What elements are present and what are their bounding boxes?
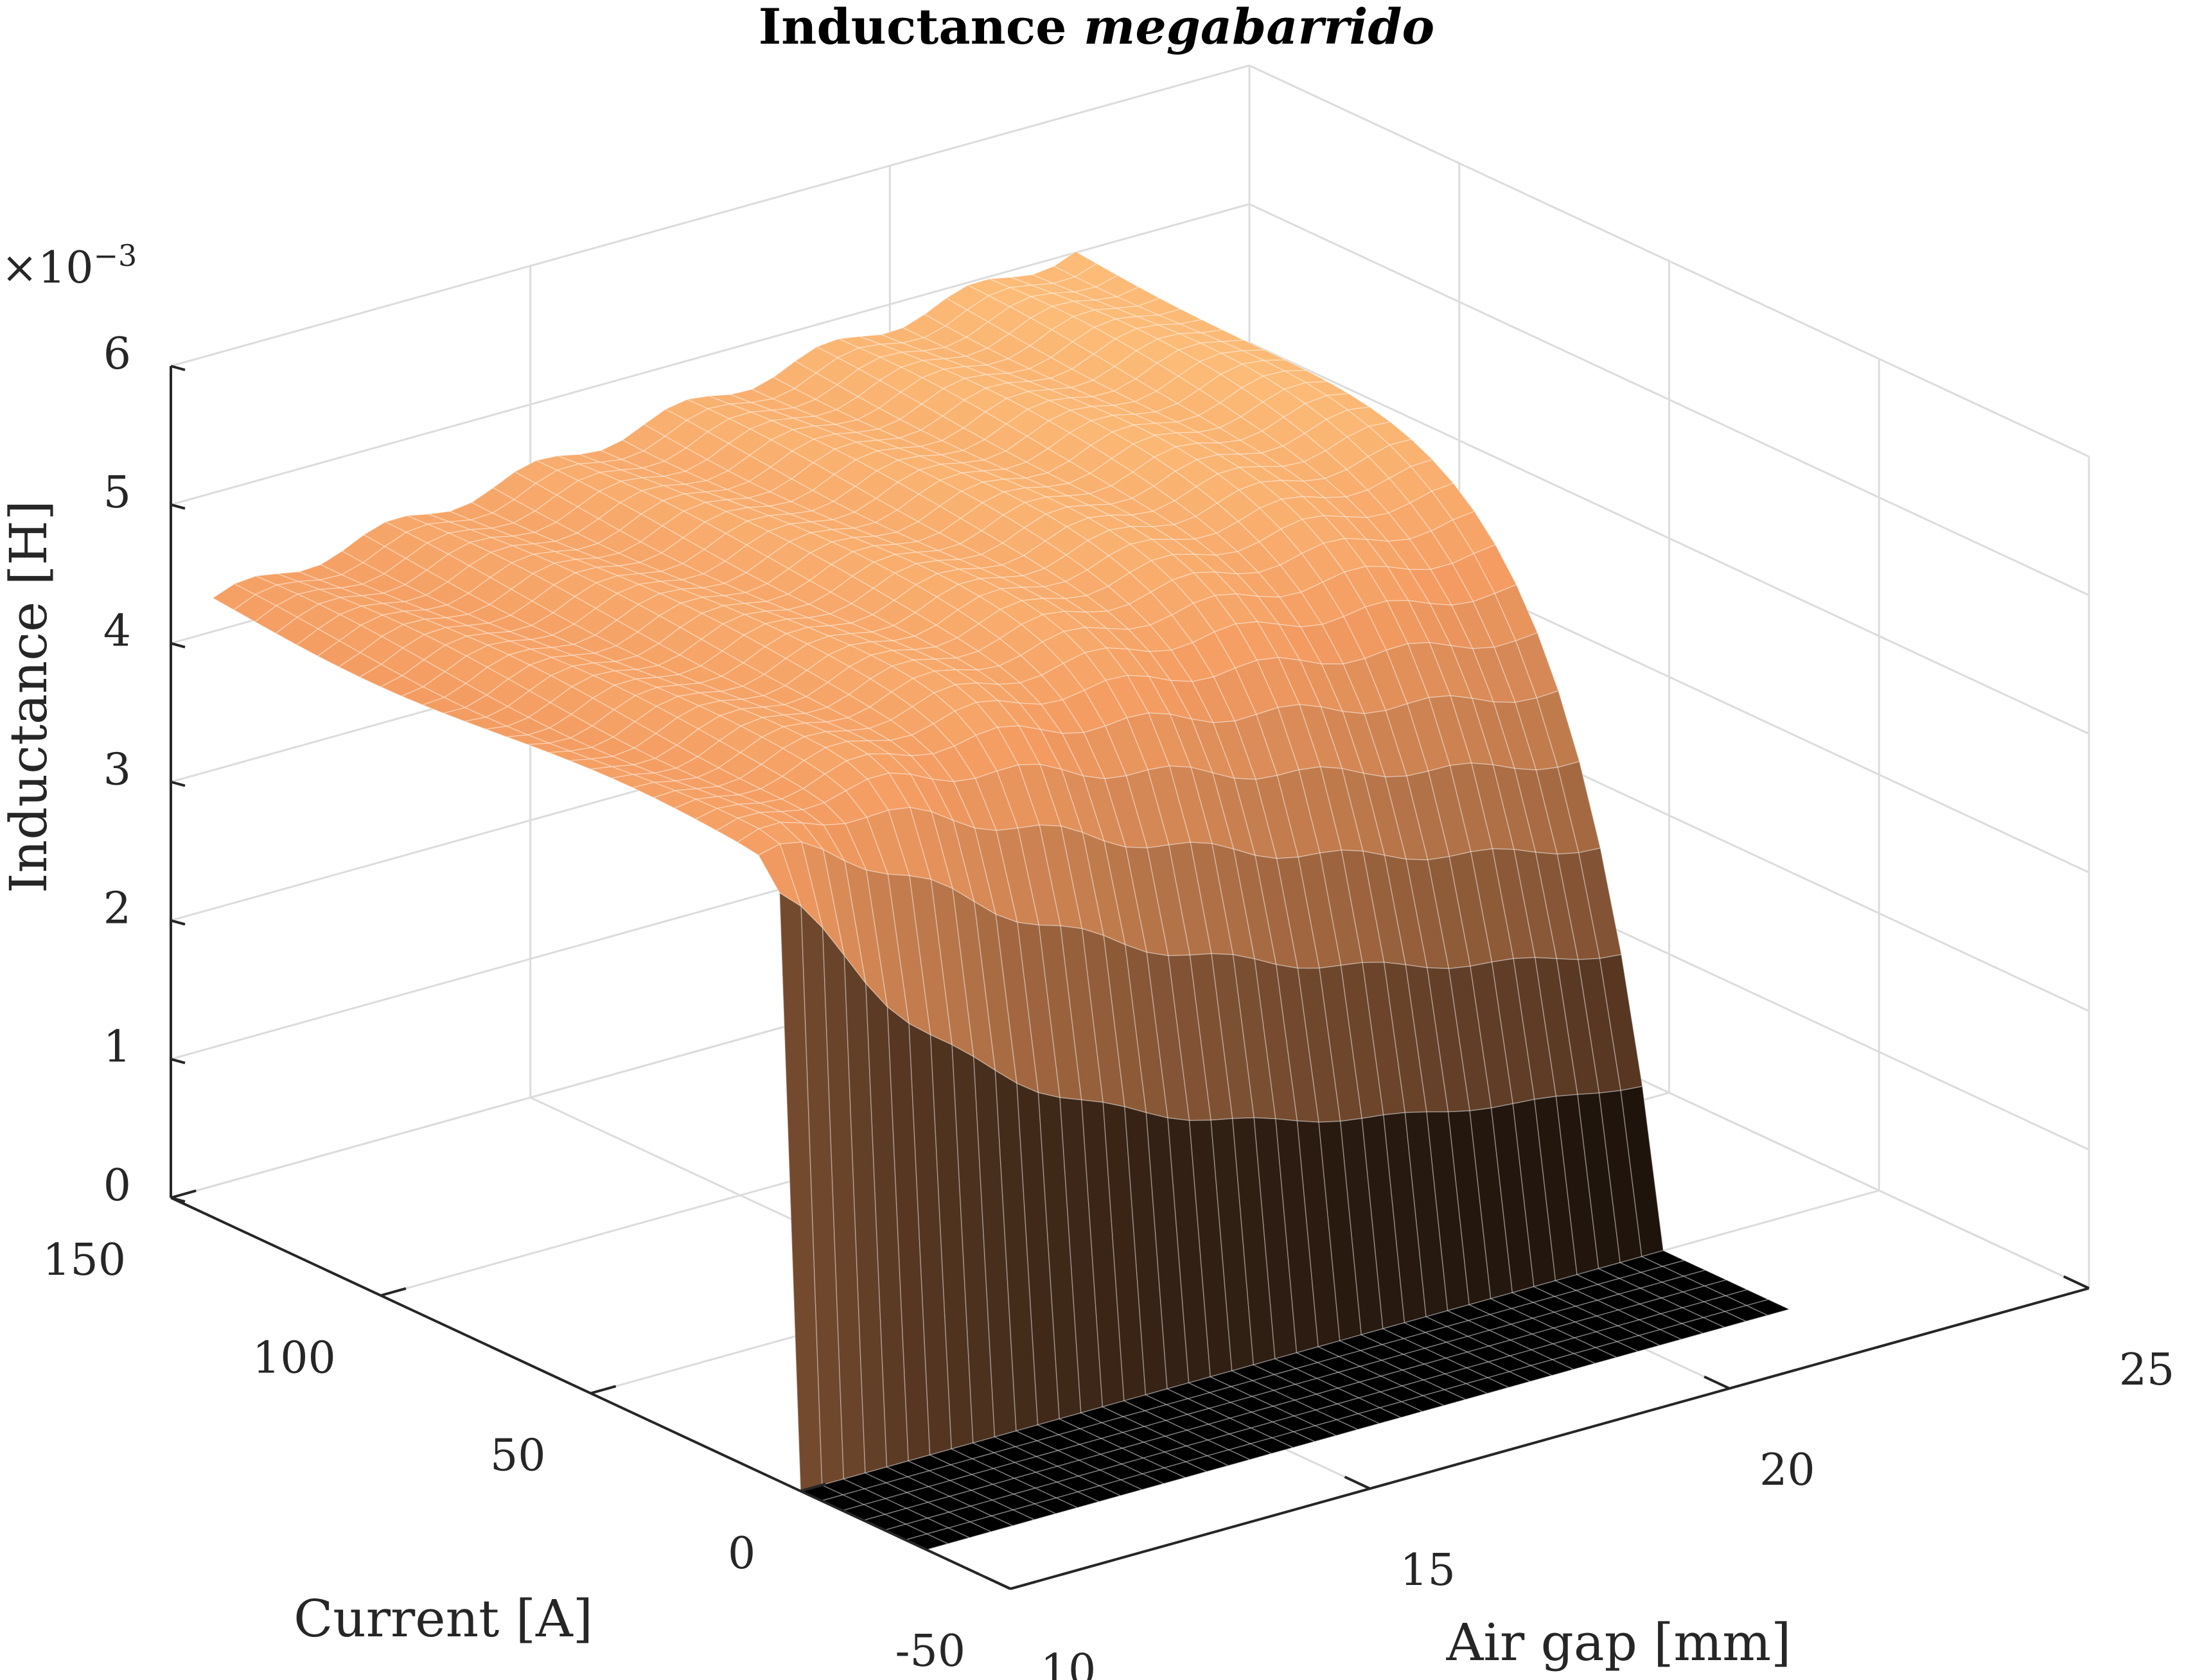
chart-title-main: Inductance — [759, 0, 1067, 55]
y-tick — [380, 1287, 407, 1297]
z-exponent-power: −3 — [94, 238, 137, 273]
y-tick — [590, 1385, 617, 1395]
surface-plot — [211, 250, 1791, 1550]
y-tick-label: 150 — [42, 1235, 126, 1286]
chart-title-italic: megabarrido — [1084, 0, 1434, 55]
z-tick-label: 3 — [103, 745, 131, 796]
z-tick-label: 6 — [103, 329, 131, 380]
x-tick — [2063, 1275, 2090, 1290]
z-tick — [170, 919, 186, 926]
x-tick-label: 10 — [1041, 1645, 1096, 1680]
axes: 10 15 20 25 -50 0 50 100 150 0 1 2 3 4 5 6 — [42, 329, 2174, 1680]
x-axis-line — [1010, 1287, 2090, 1590]
z-tick — [170, 642, 186, 649]
x-tick — [1704, 1375, 1731, 1390]
y-tick — [1010, 1580, 1036, 1590]
z-tick — [170, 503, 186, 510]
z-tick-label: 4 — [103, 606, 131, 657]
z-tick — [170, 365, 186, 371]
z-axis-label: Inductance [H] — [0, 500, 58, 893]
z-tick — [170, 780, 186, 787]
x-tick-label: 15 — [1400, 1545, 1456, 1596]
y-tick — [800, 1482, 826, 1492]
x-tick — [1344, 1475, 1371, 1490]
y-tick-label: 0 — [728, 1528, 755, 1579]
x-tick-label: 20 — [1759, 1445, 1815, 1496]
y-tick-label: -50 — [895, 1626, 965, 1677]
z-tick-label: 0 — [103, 1160, 131, 1211]
x-tick-label: 25 — [2119, 1345, 2175, 1396]
z-exponent: ×10−3 — [1, 238, 137, 293]
y-axis-label: Current [A] — [294, 1589, 593, 1649]
y-tick-label: 50 — [490, 1431, 546, 1482]
z-tick-label: 2 — [103, 883, 131, 934]
chart-title: Inductance megabarrido — [759, 0, 1435, 55]
z-tick — [170, 1058, 186, 1065]
z-tick-label: 5 — [103, 468, 131, 518]
surface-patch — [1745, 1299, 1791, 1316]
x-axis-label: Air gap [mm] — [1446, 1613, 1792, 1672]
z-tick — [170, 1196, 186, 1203]
y-tick — [170, 1189, 197, 1199]
z-tick-label: 1 — [103, 1022, 131, 1072]
y-tick-label: 100 — [252, 1333, 336, 1383]
